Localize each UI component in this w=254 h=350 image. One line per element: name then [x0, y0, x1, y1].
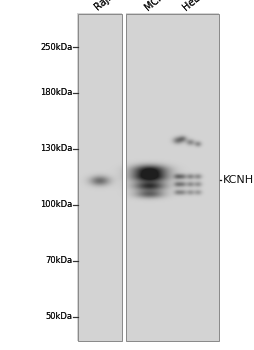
Bar — [126, 14, 218, 341]
Text: 250kDa: 250kDa — [40, 43, 72, 52]
Text: 100kDa: 100kDa — [40, 200, 72, 209]
Text: HeLa: HeLa — [180, 0, 206, 12]
Text: 100kDa: 100kDa — [40, 200, 72, 209]
Text: 130kDa: 130kDa — [40, 144, 72, 153]
Text: 50kDa: 50kDa — [45, 312, 72, 321]
Text: Raji: Raji — [93, 0, 113, 12]
Text: 180kDa: 180kDa — [40, 88, 72, 97]
Bar — [77, 14, 122, 341]
Text: Raji: Raji — [93, 0, 113, 12]
Text: 70kDa: 70kDa — [45, 256, 72, 265]
Text: 50kDa: 50kDa — [45, 312, 72, 321]
Text: 180kDa: 180kDa — [40, 88, 72, 97]
Text: 130kDa: 130kDa — [40, 144, 72, 153]
Text: 250kDa: 250kDa — [40, 43, 72, 52]
Text: KCNH1: KCNH1 — [222, 175, 254, 185]
Text: 70kDa: 70kDa — [45, 256, 72, 265]
Bar — [77, 14, 122, 341]
Text: MCF7: MCF7 — [142, 0, 169, 12]
Bar — [126, 14, 218, 341]
Text: HeLa: HeLa — [180, 0, 206, 12]
Text: MCF7: MCF7 — [142, 0, 169, 12]
